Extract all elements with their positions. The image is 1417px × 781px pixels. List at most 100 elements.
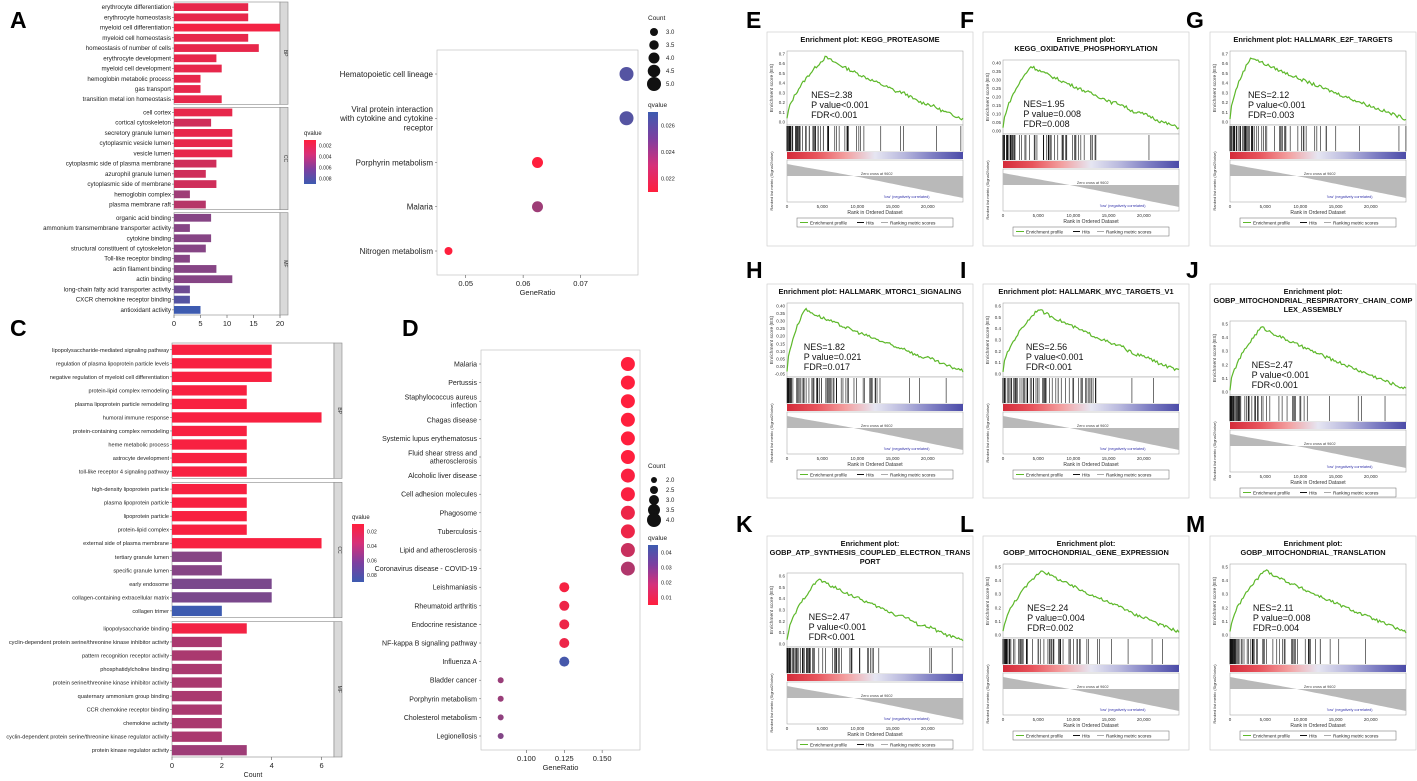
- category-label: cell cortex: [143, 109, 172, 116]
- gsea-title: GOBP_MITOCHONDRIAL_RESPIRATORY_CHAIN_COM…: [1214, 296, 1413, 305]
- legend-label: Ranking metric scores: [1333, 220, 1379, 225]
- legend-label: Hits: [1082, 472, 1091, 477]
- legend-size-dot: [649, 40, 659, 50]
- x-tick-label: 0: [1229, 717, 1232, 722]
- y-tick-label: 0.40: [992, 61, 1001, 66]
- x-axis-label: Count: [244, 772, 263, 779]
- bar: [172, 538, 322, 549]
- bar: [172, 623, 247, 634]
- category-label: hemoglobin complex: [114, 191, 172, 198]
- category-label: negative regulation of myeloid cell diff…: [50, 375, 169, 381]
- zero-cross-label: Zero cross at 9602: [1304, 442, 1336, 446]
- data-point: [620, 561, 635, 576]
- category-label: cytoplasmic side of membrane: [87, 181, 171, 188]
- gsea-stat: FDR<0.001: [1252, 380, 1298, 390]
- x-tick-label: 15,000: [1102, 213, 1116, 218]
- x-tick-label: 5,000: [1260, 204, 1272, 209]
- category-label: protein-containing complex remodeling: [73, 429, 169, 435]
- bar: [174, 275, 233, 284]
- x-tick-label: 20,000: [1137, 213, 1151, 218]
- enrichment-profile-line: [786, 55, 964, 121]
- bar: [172, 663, 222, 675]
- enrichment-profile-line: [1229, 57, 1407, 121]
- category-label: cytoplasmic side of plasma membrane: [66, 161, 172, 168]
- category-label: toll-like receptor 4 signaling pathway: [79, 470, 169, 476]
- negative-label: 'low' (negatively correlated): [1100, 204, 1147, 208]
- y-tick-label: 0.6: [995, 304, 1002, 309]
- category-label: infection: [451, 403, 477, 410]
- panel-label-d: D: [402, 315, 419, 341]
- zero-cross-label: Zero cross at 9602: [861, 694, 893, 698]
- legend-colorbar: [648, 112, 658, 192]
- x-tick-label: 10,000: [851, 204, 865, 209]
- category-label: Chagas disease: [427, 417, 477, 424]
- hits-area: [786, 646, 964, 675]
- category-label: lipopolysaccharide-mediated signaling pa…: [52, 348, 169, 354]
- category-label: Toll-like receptor binding: [104, 256, 171, 263]
- x-tick-label: 0: [1002, 213, 1005, 218]
- category-label: plasma membrane raft: [109, 202, 171, 209]
- x-tick-label: 6: [319, 761, 323, 770]
- legend-tick-label: 0.006: [319, 166, 332, 172]
- y-tick-label: 0.10: [776, 349, 785, 354]
- gsea-title: Enrichment plot:: [1057, 35, 1116, 44]
- x-tick-label: 0.100: [517, 754, 536, 763]
- ranked-metric-fill: [1230, 677, 1406, 711]
- y-tick-label: 0.0: [995, 372, 1002, 377]
- y-tick-label: 0.35: [992, 69, 1001, 74]
- bar: [172, 483, 247, 495]
- gsea-legend-box: [1239, 487, 1397, 498]
- category-label: regulation of plasma lipoprotein particl…: [56, 361, 169, 367]
- ranked-colorbar: [787, 152, 963, 159]
- gsea-stat: FDR<0.001: [809, 632, 855, 642]
- x-tick-label: 5,000: [1033, 456, 1045, 461]
- x-tick-label: 15,000: [886, 204, 900, 209]
- y-tick-label: 0.4: [1222, 335, 1229, 340]
- panel-label-g: G: [1186, 7, 1204, 33]
- ranked-y-label: Ranked list metric (Signal2Noise): [1212, 664, 1217, 724]
- bar: [174, 180, 217, 188]
- ranked-metric-fill: [1003, 416, 1179, 450]
- x-tick-label: 5,000: [817, 726, 829, 731]
- category-label: Legionellosis: [437, 733, 478, 740]
- legend-tick-label: 0.02: [367, 529, 377, 535]
- x-tick-label: 10,000: [851, 456, 865, 461]
- legend-size-label: 4.0: [666, 56, 675, 62]
- data-point: [620, 431, 635, 446]
- category-label: Viral protein interaction: [351, 105, 433, 114]
- es-plot-area: [1002, 59, 1180, 135]
- category-label: structural constituent of cytoskeleton: [71, 245, 172, 252]
- gsea-stat: FDR=0.008: [1023, 119, 1069, 129]
- x-tick-label: 0: [170, 761, 174, 770]
- y-tick-label: 0.0: [1222, 390, 1229, 395]
- facet-label: MF: [336, 686, 342, 693]
- gsea-title: GOBP_MITOCHONDRIAL_TRANSLATION: [1240, 548, 1385, 557]
- negative-label: 'low' (negatively correlated): [1327, 708, 1374, 712]
- x-axis-label: Rank in Ordered Dataset: [1063, 462, 1119, 468]
- gsea-stat: P value<0.001: [1248, 100, 1306, 110]
- x-axis-label: Rank in Ordered Dataset: [1063, 723, 1119, 729]
- y-tick-label: 0.1: [1222, 619, 1229, 624]
- ranked-colorbar: [787, 674, 963, 681]
- y-tick-label: 0.2: [995, 605, 1002, 610]
- x-tick-label: 15,000: [886, 456, 900, 461]
- y-tick-label: 0.5: [1222, 565, 1229, 570]
- x-axis-label: Rank in Ordered Dataset: [847, 732, 903, 738]
- data-point: [559, 638, 570, 648]
- y-tick-label: 0.20: [776, 334, 785, 339]
- ranked-colorbar: [1003, 665, 1179, 672]
- ranked-colorbar: [787, 404, 963, 411]
- y-tick-label: 0.3: [995, 338, 1002, 343]
- panel-label-h: H: [746, 257, 763, 283]
- x-tick-label: 15,000: [1102, 456, 1116, 461]
- category-label: Leishmaniasis: [433, 585, 478, 592]
- y-tick-label: 0.30: [776, 319, 785, 324]
- y-axis-label: Enrichment score (ES): [769, 585, 775, 634]
- legend-tick-label: 0.04: [367, 544, 377, 550]
- panel-label-l: L: [960, 511, 974, 537]
- category-label: collagen trimer: [132, 609, 169, 615]
- legend-label: Hits: [1082, 229, 1091, 234]
- category-label: Pertussis: [448, 380, 477, 387]
- ranked-y-label: Ranked list metric (Signal2Noise): [1212, 421, 1217, 481]
- gsea-panel-g: Enrichment plot: HALLMARK_E2F_TARGETS 0.7…: [1209, 31, 1417, 247]
